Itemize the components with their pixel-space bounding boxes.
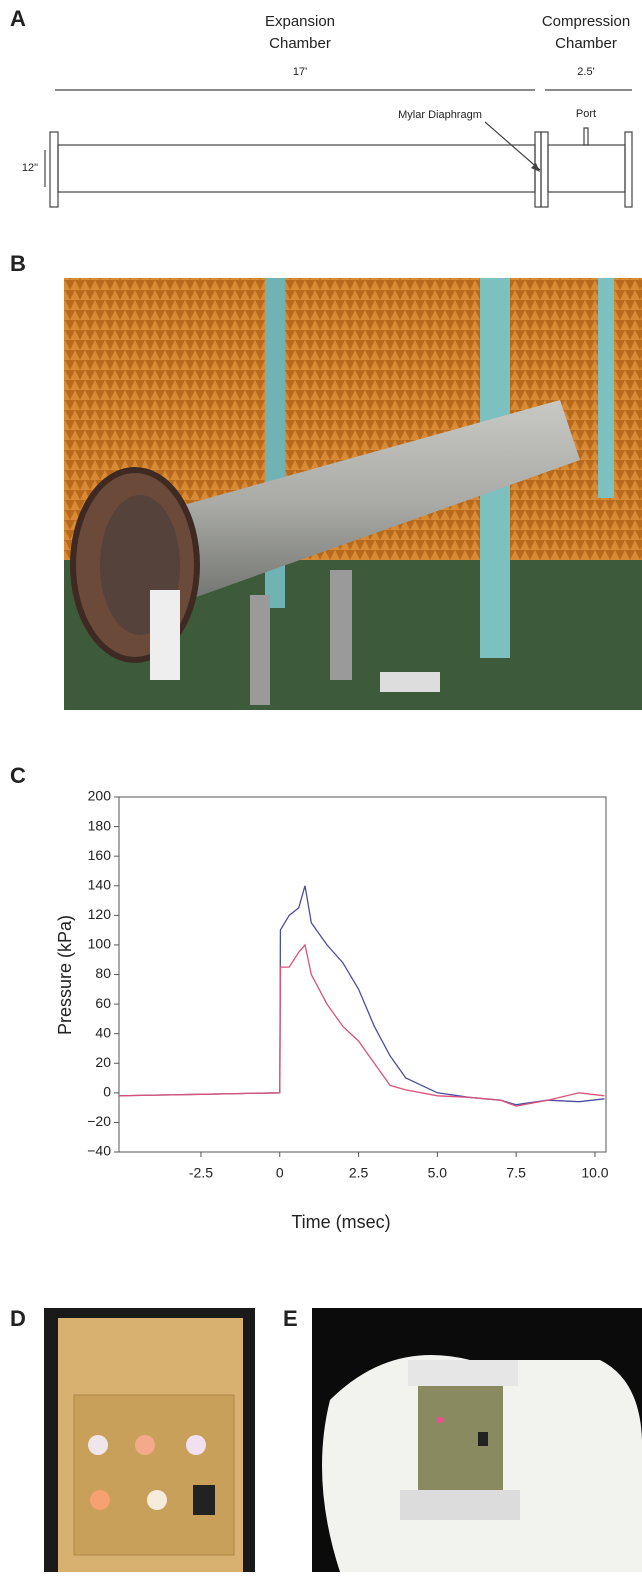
y-tick-label: −20 [87, 1113, 111, 1129]
compression-tube [547, 144, 626, 193]
y-tick-label: 0 [103, 1084, 111, 1100]
photo-shock-tube [64, 278, 642, 710]
label: 12" [22, 162, 38, 174]
label: 17' [293, 66, 307, 78]
panel-label: A [10, 6, 26, 31]
flange [49, 131, 59, 208]
shock-tube-diagram: Expansion Chamber 17' Compression Chambe… [22, 13, 633, 208]
arrow [484, 121, 541, 171]
panel-label: E [283, 1306, 298, 1331]
x-tick-label: 7.5 [506, 1165, 526, 1181]
y-tick-label: 180 [88, 817, 112, 833]
photo-sensor-plate [44, 1308, 255, 1572]
label: Mylar Diaphragm [398, 109, 482, 121]
y-axis-label: Pressure (kPa) [55, 915, 75, 1035]
flange [624, 131, 633, 208]
label: Chamber [555, 35, 617, 52]
pressure-chart: Time (msec) Pressure (kPa) −40 −20 0 20 40 60… [55, 788, 609, 1232]
photo-rat [312, 1308, 642, 1572]
y-tick-label: 60 [95, 995, 111, 1011]
panel-label: B [10, 251, 26, 276]
y-tick-label: 40 [95, 1024, 111, 1040]
plot-frame [118, 796, 607, 1153]
port [583, 127, 589, 146]
y-tick-label: 200 [88, 788, 112, 804]
y-tick-label: 140 [88, 876, 112, 892]
y-tick-label: 100 [88, 936, 112, 952]
x-tick-label: 2.5 [349, 1165, 369, 1181]
panel-label: D [10, 1306, 26, 1331]
x-tick-label: 0 [276, 1165, 284, 1181]
flange [540, 131, 549, 208]
expansion-tube [57, 144, 536, 193]
panel-label: C [10, 763, 26, 788]
x-tick-label: 5.0 [428, 1165, 448, 1181]
y-tick-label: 120 [88, 906, 112, 922]
y-tick-label: 20 [95, 1054, 111, 1070]
x-tick-label: 10.0 [581, 1165, 608, 1181]
y-tick-label: −40 [87, 1143, 111, 1159]
series-line [118, 885, 605, 1106]
x-tick-label: -2.5 [189, 1165, 213, 1181]
label: 2.5' [577, 66, 594, 78]
x-axis-label: Time (msec) [291, 1212, 390, 1232]
y-tick-label: 80 [95, 965, 111, 981]
series-line [118, 943, 605, 1107]
label: Chamber [269, 35, 331, 52]
label: Compression [542, 13, 630, 30]
arrow-head [531, 163, 540, 172]
label: Port [576, 108, 596, 120]
y-tick-label: 160 [88, 847, 112, 863]
label: Expansion [265, 13, 335, 30]
